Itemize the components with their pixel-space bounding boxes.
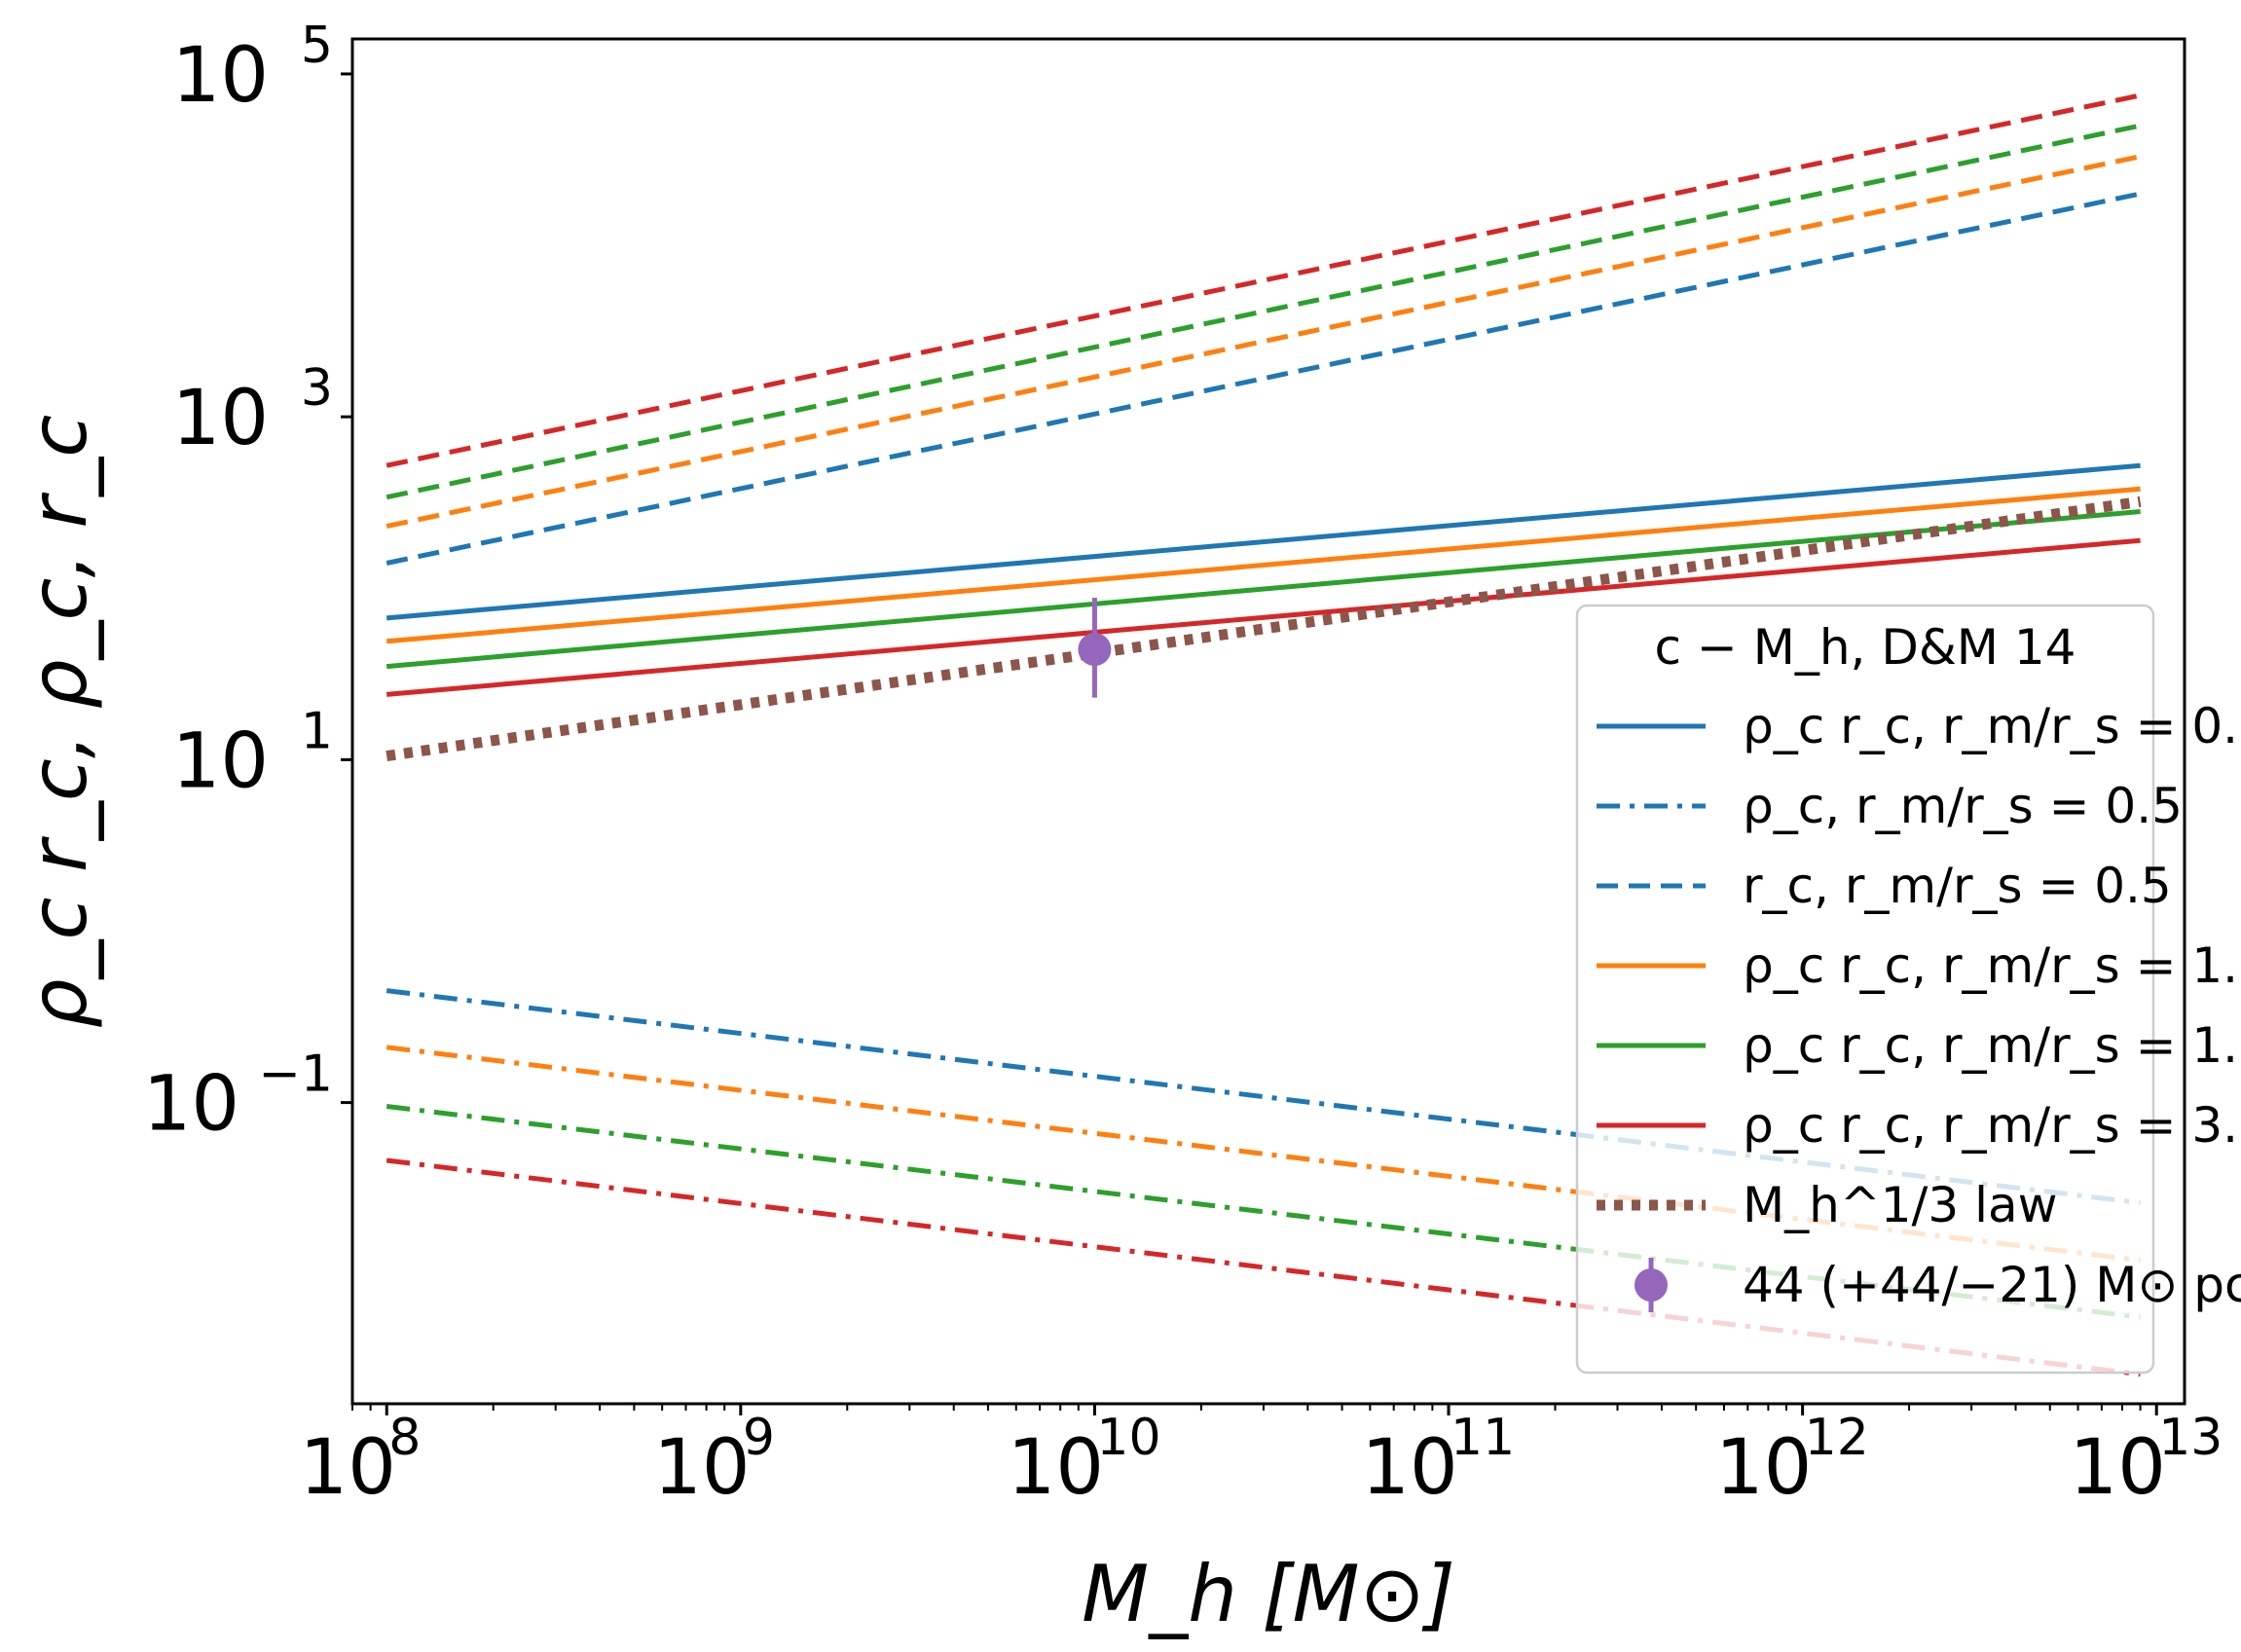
x-tick-label: 10	[300, 1424, 396, 1512]
data-point-layer	[1078, 598, 1112, 698]
data-point-marker	[1078, 633, 1112, 667]
y-axis-ticks: −1 10 1 10 3 10 5 10	[143, 17, 352, 1149]
series-line-5-solid	[386, 462, 2141, 621]
y-axis-label: ρ_c r_c, ρ_c, r_c	[14, 415, 104, 1028]
y-tick-label: 10	[143, 1061, 239, 1149]
legend-swatch-marker	[1635, 1268, 1668, 1302]
legend: c − M_h, D&M 14 ρ_c r_c, r_m/r_s = 0.5ρ_…	[1575, 604, 2241, 1375]
x-tick-label: 10	[1361, 1424, 1457, 1512]
legend-label: r_c, r_m/r_s = 0.5	[1743, 858, 2172, 914]
series-line-8-solid	[386, 537, 2141, 697]
legend-items: ρ_c r_c, r_m/r_s = 0.5 ρ_c, r_m/r_s = 0.5…	[1597, 698, 2241, 1313]
legend-title: c − M_h, D&M 14	[1655, 619, 2076, 676]
y-tick-exponent: 1	[301, 702, 333, 760]
x-tick-label: 10	[653, 1424, 750, 1512]
x-tick-label: 10	[1715, 1424, 1812, 1512]
x-tick-label: 10	[1008, 1424, 1104, 1512]
legend-item-c-r-m-r-s-0-5: ρ_c, r_m/r_s = 0.5	[1597, 778, 2183, 834]
series-line-7-solid	[386, 509, 2141, 670]
legend-label: M_h^1/3 law	[1743, 1177, 2058, 1233]
y-tick-exponent: 5	[301, 17, 333, 75]
series-line-13-dotted	[386, 496, 2142, 762]
x-tick-exponent: 12	[1805, 1409, 1869, 1467]
x-tick-exponent: 8	[388, 1409, 421, 1467]
series-line-2-dashed	[386, 154, 2142, 530]
x-tick-label: 10	[2070, 1424, 2166, 1512]
series-line-3-dashed	[386, 123, 2142, 500]
x-tick-exponent: 11	[1451, 1409, 1515, 1467]
x-tick-exponent: 13	[2158, 1409, 2223, 1467]
legend-label: ρ_c r_c, r_m/r_s = 1.0	[1743, 937, 2241, 994]
legend-item-m-h-1-3-law: M_h^1/3 law	[1597, 1177, 2058, 1233]
y-tick-label: 10	[172, 375, 269, 462]
legend-label: ρ_c r_c, r_m/r_s = 3.0	[1743, 1097, 2241, 1154]
legend-item-r-c-r-m-r-s-0-5: r_c, r_m/r_s = 0.5	[1597, 858, 2172, 914]
series-line-12-dashdot	[386, 1157, 2141, 1377]
legend-label: 44 (+44/−21) M⊙ pc^−2	[1743, 1257, 2241, 1313]
y-tick-label: 10	[172, 32, 269, 120]
legend-item-44-44-21-m-pc-2: 44 (+44/−21) M⊙ pc^−2	[1635, 1257, 2241, 1313]
legend-item-c-r-c-r-m-r-s-1-0: ρ_c r_c, r_m/r_s = 1.0	[1597, 937, 2241, 994]
legend-label: ρ_c r_c, r_m/r_s = 1.8	[1743, 1017, 2241, 1074]
y-tick-exponent: −1	[258, 1046, 333, 1104]
x-tick-exponent: 10	[1096, 1409, 1160, 1467]
y-tick-label: 10	[172, 717, 269, 805]
x-axis-label: M_h [M⊙]	[1082, 1549, 1455, 1639]
y-tick-exponent: 3	[301, 359, 333, 418]
series-line-10-dashdot	[386, 1045, 2141, 1264]
legend-label: ρ_c r_c, r_m/r_s = 0.5	[1743, 698, 2241, 754]
legend-item-c-r-c-r-m-r-s-0-5: ρ_c r_c, r_m/r_s = 0.5	[1597, 698, 2241, 754]
series-line-11-dashdot	[386, 1104, 2141, 1320]
plot-frame	[350, 37, 2186, 1406]
legend-frame	[1575, 604, 2155, 1375]
legend-item-c-r-c-r-m-r-s-3-0: ρ_c r_c, r_m/r_s = 3.0	[1597, 1097, 2241, 1154]
legend-label: ρ_c, r_m/r_s = 0.5	[1743, 778, 2183, 834]
series-line-4-dashed	[386, 92, 2142, 468]
legend-item-c-r-c-r-m-r-s-1-8: ρ_c r_c, r_m/r_s = 1.8	[1597, 1017, 2241, 1074]
series-layer	[386, 92, 2142, 1377]
x-tick-exponent: 9	[743, 1409, 775, 1467]
series-line-1-dashed	[386, 191, 2142, 566]
series-line-6-solid	[386, 486, 2141, 644]
series-line-9-dashdot	[386, 988, 2141, 1206]
